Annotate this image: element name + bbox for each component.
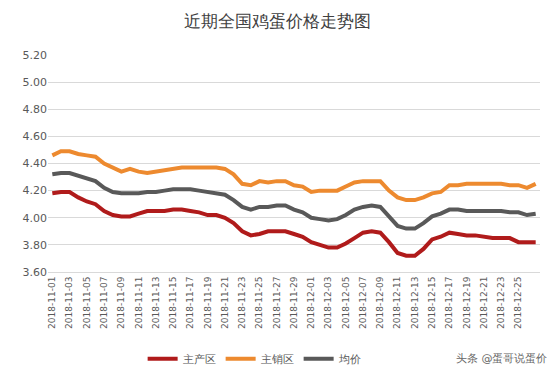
svg-text:2018-12-13: 2018-12-13 [410, 277, 420, 329]
svg-text:4.00: 4.00 [23, 212, 48, 225]
svg-text:2018-11-27: 2018-11-27 [272, 277, 282, 329]
svg-text:近期全国鸡蛋价格走势图: 近期全国鸡蛋价格走势图 [184, 11, 371, 31]
svg-text:2018-12-23: 2018-12-23 [496, 277, 506, 329]
svg-text:主销区: 主销区 [261, 353, 294, 366]
svg-text:2018-11-17: 2018-11-17 [185, 277, 195, 329]
svg-text:2018-11-01: 2018-11-01 [47, 277, 57, 329]
svg-text:主产区: 主产区 [183, 353, 216, 366]
svg-text:4.20: 4.20 [23, 184, 48, 197]
svg-text:2018-12-11: 2018-12-11 [393, 277, 403, 329]
svg-text:2018-11-05: 2018-11-05 [82, 277, 92, 329]
svg-text:2018-11-23: 2018-11-23 [237, 277, 247, 329]
svg-text:3.60: 3.60 [23, 266, 48, 279]
svg-text:2018-12-25: 2018-12-25 [513, 277, 523, 329]
svg-text:2018-12-09: 2018-12-09 [375, 276, 385, 329]
svg-text:2018-12-03: 2018-12-03 [323, 277, 333, 329]
svg-text:均价: 均价 [338, 353, 361, 366]
svg-text:2018-12-05: 2018-12-05 [341, 277, 351, 329]
svg-text:5.00: 5.00 [23, 76, 48, 89]
svg-text:2018-12-15: 2018-12-15 [427, 277, 437, 329]
svg-text:2018-11-29: 2018-11-29 [289, 276, 299, 329]
svg-text:4.80: 4.80 [23, 103, 48, 116]
svg-text:头条 @蛋哥说蛋价: 头条 @蛋哥说蛋价 [456, 352, 548, 365]
svg-text:2018-12-19: 2018-12-19 [462, 276, 472, 329]
svg-text:2018-11-21: 2018-11-21 [220, 277, 230, 329]
svg-text:3.80: 3.80 [23, 239, 48, 252]
svg-text:2018-11-15: 2018-11-15 [168, 277, 178, 329]
svg-text:2018-11-09: 2018-11-09 [116, 276, 126, 329]
svg-text:2018-12-01: 2018-12-01 [306, 277, 316, 329]
svg-text:2018-12-17: 2018-12-17 [444, 277, 454, 329]
svg-text:2018-12-21: 2018-12-21 [479, 277, 489, 329]
svg-text:4.40: 4.40 [23, 157, 48, 170]
svg-text:2018-12-07: 2018-12-07 [358, 277, 368, 329]
svg-text:2018-11-03: 2018-11-03 [65, 277, 75, 329]
svg-text:2018-11-11: 2018-11-11 [134, 277, 144, 329]
svg-text:5.20: 5.20 [23, 49, 48, 62]
svg-text:2018-11-19: 2018-11-19 [203, 276, 213, 329]
svg-text:2018-11-07: 2018-11-07 [99, 277, 109, 329]
svg-text:2018-11-25: 2018-11-25 [254, 277, 264, 329]
svg-text:2018-11-13: 2018-11-13 [151, 277, 161, 329]
svg-text:4.60: 4.60 [23, 130, 48, 143]
